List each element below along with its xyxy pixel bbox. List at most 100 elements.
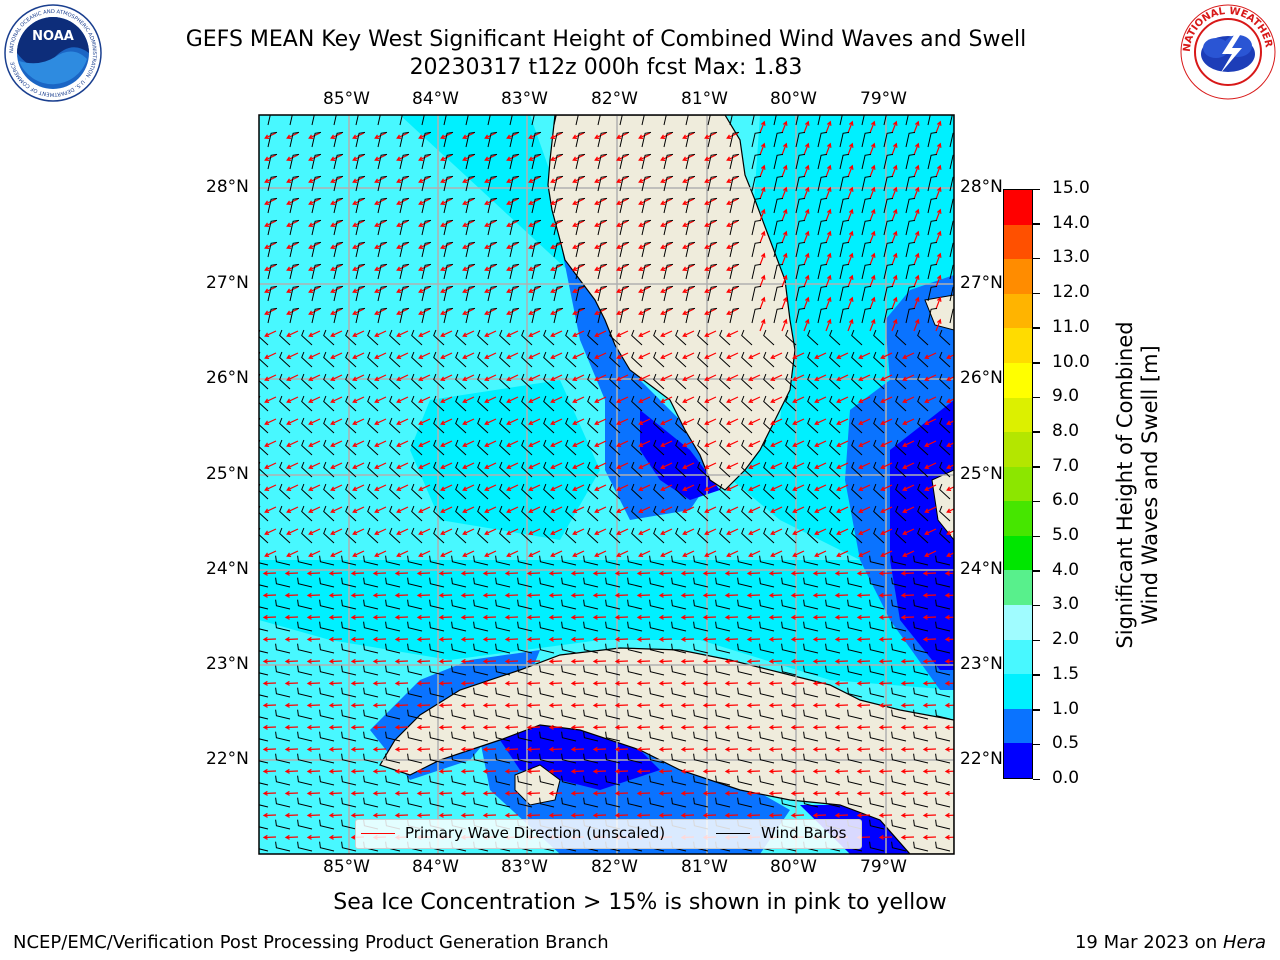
wave-direction-arrow bbox=[660, 462, 673, 469]
wind-barb bbox=[949, 176, 954, 192]
wave-direction-arrow bbox=[352, 528, 365, 535]
wave-direction-arrow bbox=[614, 746, 629, 752]
wave-direction-arrow bbox=[460, 724, 475, 730]
wind-barb bbox=[839, 175, 850, 192]
wind-barb bbox=[301, 329, 313, 346]
wave-direction-arrow bbox=[308, 330, 321, 337]
wave-direction-arrow bbox=[308, 484, 321, 491]
wind-barb bbox=[693, 775, 709, 786]
wave-direction-arrow bbox=[438, 592, 453, 598]
wind-barb bbox=[389, 329, 401, 346]
wind-barb bbox=[829, 417, 841, 434]
wave-direction-arrow bbox=[891, 296, 898, 310]
wind-barb bbox=[561, 709, 577, 720]
wave-direction-arrow bbox=[724, 636, 739, 642]
wind-barb bbox=[509, 263, 520, 280]
wave-direction-arrow bbox=[548, 636, 563, 642]
wave-direction-arrow bbox=[748, 506, 761, 513]
wind-barb bbox=[671, 555, 687, 566]
wind-barb bbox=[367, 439, 379, 456]
wind-barb bbox=[719, 373, 731, 390]
wave-direction-arrow bbox=[592, 614, 607, 620]
wave-direction-arrow bbox=[878, 614, 893, 620]
wave-direction-arrow bbox=[372, 790, 387, 796]
wind-barb bbox=[605, 643, 621, 654]
wave-direction-arrow bbox=[825, 318, 832, 332]
wind-barb bbox=[939, 373, 951, 390]
wave-direction-arrow bbox=[462, 352, 475, 359]
wind-barb bbox=[421, 153, 432, 170]
wave-direction-arrow bbox=[594, 396, 607, 403]
wind-barb bbox=[323, 439, 335, 456]
wind-barb bbox=[653, 439, 665, 456]
wave-direction-arrow bbox=[900, 592, 915, 598]
wind-barb bbox=[917, 351, 929, 368]
wave-direction-arrow bbox=[759, 208, 766, 222]
wind-barb bbox=[817, 241, 828, 258]
wave-direction-arrow bbox=[438, 570, 453, 576]
wind-barb bbox=[587, 395, 599, 412]
wave-direction-arrow bbox=[328, 702, 343, 708]
wind-barb bbox=[697, 483, 709, 500]
wind-barb bbox=[345, 351, 357, 368]
wave-direction-arrow bbox=[394, 680, 409, 686]
wave-direction-arrow bbox=[790, 812, 805, 818]
wind-barb bbox=[715, 731, 731, 742]
wind-barb bbox=[935, 577, 951, 588]
wind-barb bbox=[825, 687, 841, 698]
wind-barb bbox=[279, 351, 291, 368]
wave-direction-arrow bbox=[869, 230, 876, 244]
wind-barb bbox=[851, 439, 863, 456]
wind-barb bbox=[451, 555, 467, 566]
wind-barb bbox=[663, 131, 674, 148]
wind-barb bbox=[477, 395, 489, 412]
wave-direction-arrow bbox=[922, 680, 937, 686]
wave-direction-arrow bbox=[572, 857, 584, 861]
wind-barb bbox=[883, 131, 894, 148]
wind-barb bbox=[319, 731, 335, 742]
wave-direction-arrow bbox=[572, 484, 585, 491]
wind-barb bbox=[861, 153, 872, 170]
wave-direction-arrow bbox=[416, 614, 431, 620]
wind-barb bbox=[759, 797, 775, 808]
wave-direction-arrow bbox=[638, 418, 651, 425]
footer-host: Hera bbox=[1222, 932, 1266, 953]
wind-barb bbox=[927, 197, 938, 214]
wave-direction-arrow bbox=[836, 484, 849, 491]
wind-barb bbox=[389, 439, 401, 456]
wind-barb bbox=[685, 307, 696, 324]
wind-barb bbox=[663, 197, 674, 214]
wind-barb bbox=[719, 461, 731, 478]
wave-direction-arrow bbox=[878, 834, 893, 840]
wind-barb bbox=[905, 153, 916, 170]
wave-direction-arrow bbox=[550, 396, 563, 403]
wind-barb bbox=[259, 606, 269, 610]
wave-direction-arrow bbox=[614, 768, 629, 774]
wind-barb bbox=[553, 175, 564, 192]
wind-barb bbox=[499, 483, 511, 500]
wind-barb bbox=[891, 709, 907, 720]
wind-barb bbox=[543, 395, 555, 412]
wind-barb bbox=[429, 621, 445, 632]
wind-barb bbox=[825, 555, 841, 566]
wind-barb bbox=[751, 197, 762, 214]
wind-barb bbox=[913, 577, 929, 588]
wind-barb bbox=[477, 351, 489, 368]
wind-barb bbox=[451, 599, 467, 610]
wind-barb bbox=[663, 285, 674, 302]
wind-barb bbox=[509, 115, 513, 126]
wind-barb bbox=[487, 241, 498, 258]
wave-direction-arrow bbox=[658, 658, 673, 664]
wave-direction-arrow bbox=[660, 857, 672, 861]
wind-barb bbox=[407, 753, 423, 764]
wind-barb bbox=[565, 461, 577, 478]
wind-barb bbox=[807, 483, 819, 500]
wave-direction-arrow bbox=[506, 440, 519, 447]
wind-barb bbox=[873, 527, 885, 544]
wave-direction-arrow bbox=[394, 768, 409, 774]
wave-direction-arrow bbox=[770, 550, 783, 557]
wave-direction-arrow bbox=[504, 680, 519, 686]
wind-barb bbox=[319, 643, 335, 654]
wind-barb bbox=[609, 329, 621, 346]
wave-direction-arrow bbox=[790, 614, 805, 620]
